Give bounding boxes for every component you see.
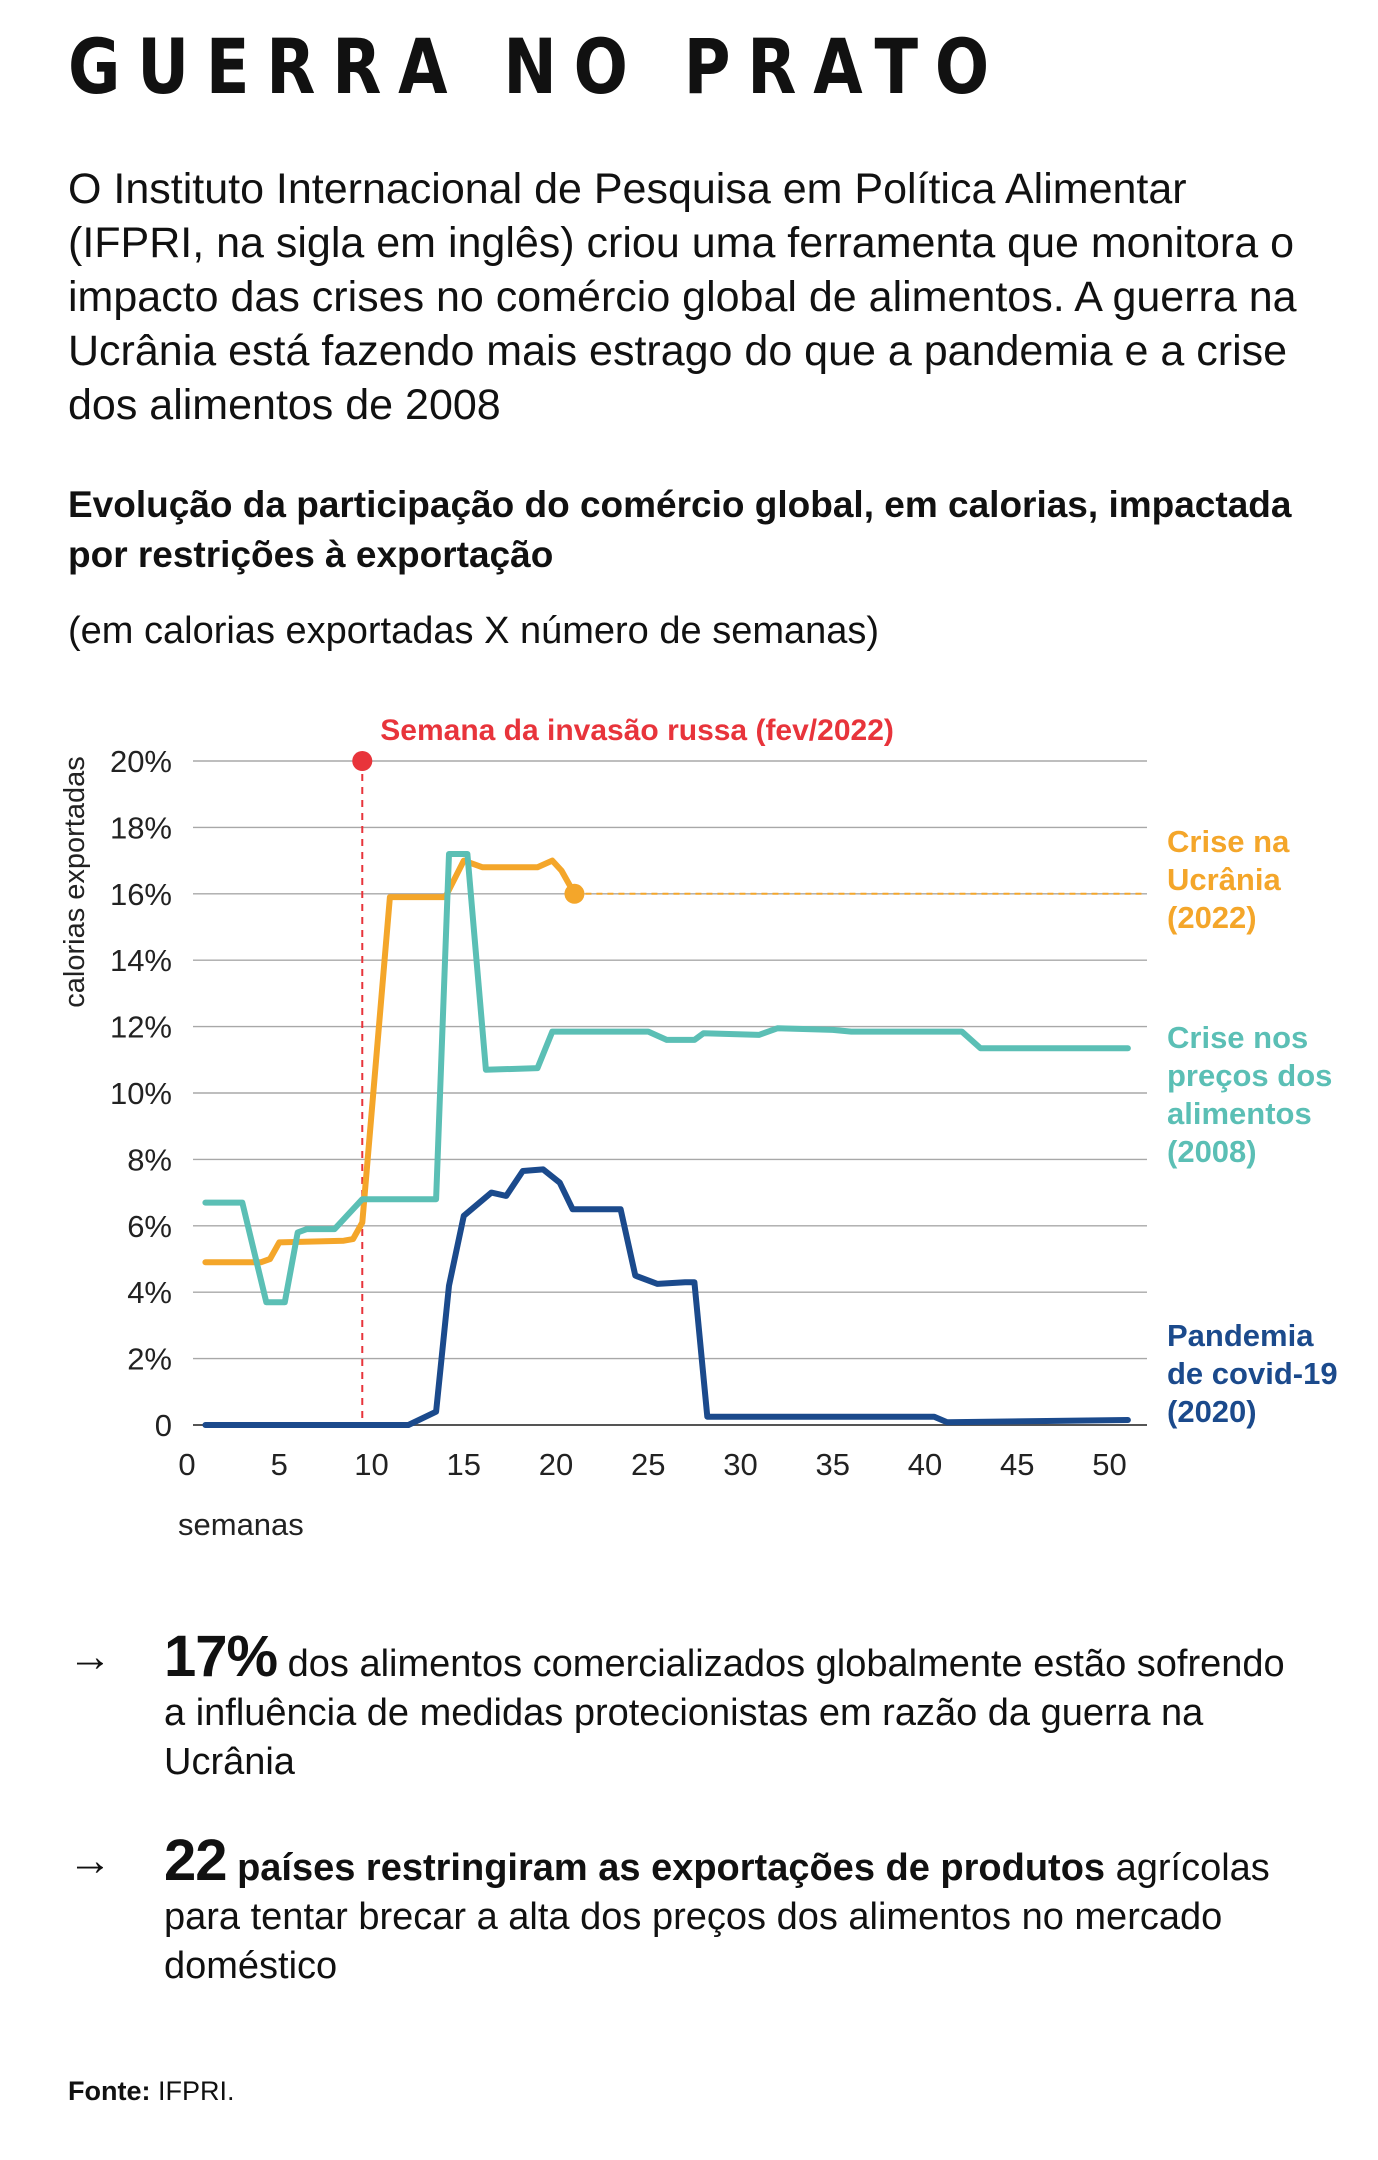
stat-text-1: 17% dos alimentos comercializados global…: [164, 1628, 1308, 1787]
units-note: (em calorias exportadas X número de sema…: [68, 610, 880, 652]
x-tick-label: 40: [908, 1447, 942, 1482]
y-tick-label: 0: [155, 1408, 172, 1443]
series-line-2: [202, 851, 1131, 1306]
stat-text-2: 22 países restringiram as exportações de…: [164, 1832, 1308, 1991]
page-title: GUERRA NO PRATO: [68, 22, 1006, 111]
series-line-1: [202, 857, 578, 1266]
x-tick-label: 45: [1000, 1447, 1034, 1482]
series-label-2: preços dos: [1167, 1058, 1332, 1093]
y-axis-label: calorias exportadas: [59, 756, 91, 1007]
x-tick-label: 5: [271, 1447, 288, 1482]
series-label-3: de covid-19: [1167, 1356, 1338, 1391]
invasion-marker-dot: [352, 751, 373, 771]
x-tick-label: 20: [539, 1447, 573, 1482]
stat-bold-text-2: países restringiram as exportações de pr…: [226, 1847, 1106, 1889]
tick-layer: 0 2% 4% 6% 8% 10% 12% 14% 16% 18% 20% 0 5 10 15 20 25 30 3…: [59, 744, 1127, 1542]
arrow-right-icon: →: [68, 1836, 112, 1885]
x-tick-label: 10: [354, 1447, 388, 1482]
stat-number-1: 17%: [164, 1624, 278, 1689]
stat-number-2: 22: [164, 1828, 228, 1893]
y-tick-label: 14%: [110, 943, 172, 978]
annotation-layer: Semana da invasão russa (fev/2022): [352, 714, 894, 1425]
source-text: IFPRI.: [150, 2076, 235, 2106]
line-chart: 0 2% 4% 6% 8% 10% 12% 14% 16% 18% 20% 0 5 10 15 20 25 30 3…: [59, 714, 1338, 1542]
stat-description-2: agrícolas para tentar brecar a alta dos …: [164, 1847, 1270, 1987]
y-tick-label: 6%: [127, 1209, 172, 1244]
series-label-1: Crise na: [1167, 824, 1290, 859]
grid-layer: [193, 760, 1147, 1426]
source-label: Fonte:: [68, 2076, 151, 2106]
series-end-marker: [564, 883, 585, 904]
stat-item-2: → 22 países restringiram as exportações …: [68, 1832, 1308, 1991]
series-label-1: (2022): [1167, 900, 1257, 935]
stat-item-1: → 17% dos alimentos comercializados glob…: [68, 1628, 1308, 1787]
arrow-right-icon: →: [68, 1632, 112, 1681]
y-tick-label: 10%: [110, 1076, 172, 1111]
y-tick-label: 2%: [127, 1342, 172, 1377]
invasion-annotation-label: Semana da invasão russa (fev/2022): [380, 714, 894, 747]
series-label-3: Pandemia: [1167, 1318, 1314, 1353]
stat-description-1: dos alimentos comercializados globalment…: [164, 1643, 1285, 1783]
series-label-1: Ucrânia: [1167, 862, 1281, 897]
x-tick-label: 0: [178, 1447, 195, 1482]
y-tick-label: 12%: [110, 1010, 172, 1045]
y-tick-label: 18%: [110, 810, 172, 845]
y-tick-label: 4%: [127, 1275, 172, 1310]
source-note: Fonte: IFPRI.: [68, 2076, 235, 2107]
series-label-2: alimentos: [1167, 1096, 1312, 1131]
series-label-2: Crise nos: [1167, 1020, 1308, 1055]
series-label-2: (2008): [1167, 1134, 1257, 1169]
y-tick-label: 8%: [127, 1142, 172, 1177]
series-line-3: [202, 1166, 1131, 1428]
chart-subtitle: Evolução da participação do comércio glo…: [68, 484, 1292, 575]
x-axis-label: semanas: [178, 1507, 304, 1542]
series-layer: [202, 851, 1147, 1428]
intro-paragraph: O Instituto Internacional de Pesquisa em…: [68, 165, 1297, 429]
y-tick-label: 20%: [110, 744, 172, 779]
y-tick-label: 16%: [110, 877, 172, 912]
x-tick-label: 15: [447, 1447, 481, 1482]
x-tick-label: 30: [723, 1447, 757, 1482]
series-label-3: (2020): [1167, 1394, 1257, 1429]
x-tick-label: 25: [631, 1447, 665, 1482]
x-tick-label: 35: [816, 1447, 850, 1482]
x-tick-label: 50: [1092, 1447, 1126, 1482]
